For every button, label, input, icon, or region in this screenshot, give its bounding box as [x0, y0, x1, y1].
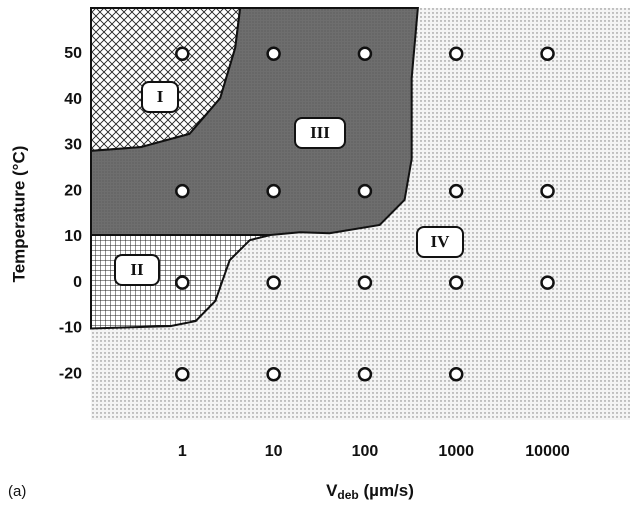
point [266, 366, 281, 382]
y-tick-label: -20 [59, 365, 82, 382]
region-label: III [310, 123, 330, 142]
point [540, 46, 555, 62]
x-axis-label-unit: (µm/s) [359, 481, 414, 500]
region-label: II [130, 260, 144, 279]
point [540, 183, 555, 199]
point [175, 183, 190, 199]
point [448, 46, 464, 62]
y-tick-label: 10 [64, 228, 82, 245]
point [357, 275, 373, 290]
point [448, 183, 464, 199]
point [175, 46, 190, 62]
y-tick-label: 20 [64, 182, 82, 199]
x-tick-label: 1 [178, 443, 187, 460]
y-tick-label: 50 [64, 45, 82, 62]
point [357, 46, 373, 62]
y-tick-label: 40 [64, 91, 82, 108]
x-tick-label: 1000 [438, 443, 474, 460]
point [448, 275, 464, 290]
point [540, 275, 555, 290]
x-axis-label-sub: deb [337, 488, 358, 502]
point [175, 275, 190, 290]
x-axis-label-main: V [326, 481, 338, 500]
y-tick-label: 0 [73, 274, 82, 291]
point [357, 366, 373, 382]
x-tick-label: 100 [352, 443, 379, 460]
point [266, 275, 281, 290]
point [266, 183, 281, 199]
y-tick-label: 30 [64, 137, 82, 154]
y-axis-label: Temperature (°C) [9, 146, 28, 283]
region-label-box [114, 254, 160, 286]
x-tick-label: 10 [265, 443, 283, 460]
region-label-box [294, 117, 346, 149]
region-label: I [157, 87, 164, 106]
region-label-box [141, 81, 179, 113]
x-tick-label: 10000 [525, 443, 570, 460]
point [448, 366, 464, 382]
y-tick-label: -10 [59, 320, 82, 337]
point [266, 46, 281, 62]
region-label: IV [431, 232, 451, 251]
region-label-box [416, 226, 464, 258]
point [175, 366, 190, 382]
point [357, 183, 373, 199]
panel-label: (a) [8, 483, 26, 500]
x-axis-label: Vdeb (µm/s) [326, 481, 414, 502]
